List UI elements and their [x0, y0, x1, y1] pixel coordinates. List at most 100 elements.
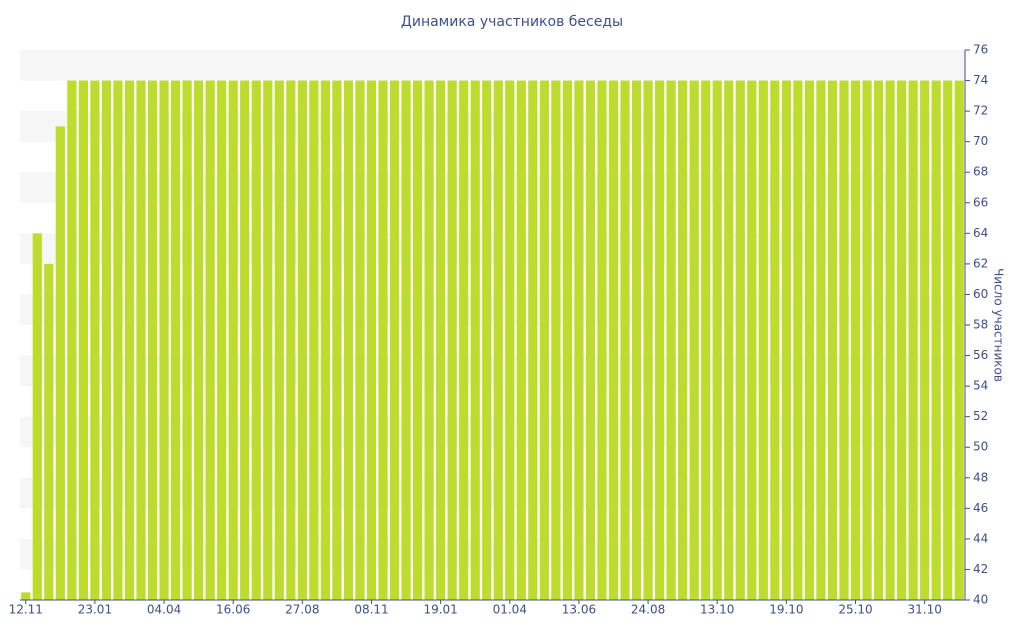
bar — [113, 80, 123, 601]
bar — [493, 80, 503, 601]
bar — [67, 80, 77, 601]
bar — [355, 80, 365, 601]
bar — [908, 80, 918, 601]
x-tick-label: 19.10 — [769, 603, 803, 617]
bar — [816, 80, 826, 601]
bar — [943, 80, 953, 601]
x-tick-label: 12.11 — [9, 603, 43, 617]
bar — [320, 80, 331, 601]
x-tick-label: 19.01 — [423, 603, 457, 617]
bar — [251, 80, 261, 601]
bar — [505, 80, 515, 601]
y-tick-label: 42 — [973, 562, 988, 576]
x-tick-label: 13.10 — [700, 603, 734, 617]
bar — [389, 80, 400, 601]
bar — [297, 80, 307, 601]
x-tick-label: 16.06 — [216, 603, 250, 617]
bar — [90, 80, 100, 601]
y-tick-label: 74 — [973, 73, 988, 87]
bar — [470, 80, 480, 601]
y-tick-label: 76 — [973, 43, 988, 57]
y-tick-label: 46 — [973, 501, 988, 515]
bar — [447, 80, 457, 601]
bar — [689, 80, 699, 601]
bar — [436, 80, 446, 601]
bar — [159, 80, 169, 601]
x-tick-label: 08.11 — [354, 603, 388, 617]
y-tick-label: 70 — [973, 134, 988, 148]
bar — [712, 80, 722, 601]
bar — [378, 80, 388, 601]
bar — [643, 80, 653, 601]
bar — [136, 80, 146, 601]
bar — [862, 80, 872, 601]
x-tick-label: 25.10 — [838, 603, 872, 617]
bar — [286, 80, 296, 601]
bar — [735, 80, 745, 601]
bar — [954, 80, 964, 601]
y-tick-label: 58 — [973, 318, 988, 332]
y-tick-label: 52 — [973, 409, 988, 423]
bar — [482, 80, 492, 601]
y-tick-label: 64 — [973, 226, 988, 240]
bar — [170, 80, 181, 601]
bar — [228, 80, 238, 601]
bar — [654, 80, 665, 601]
bar — [827, 80, 838, 601]
y-tick-label: 72 — [973, 104, 988, 118]
bar — [724, 80, 734, 601]
x-tick-label: 04.04 — [147, 603, 181, 617]
bar — [758, 80, 768, 601]
bar — [770, 80, 780, 601]
bar — [424, 80, 434, 601]
bar — [274, 80, 284, 601]
chart-title: Динамика участников беседы — [401, 14, 623, 30]
bar — [793, 80, 803, 601]
y-tick-label: 48 — [973, 470, 988, 484]
bar — [873, 80, 884, 601]
bar — [309, 80, 319, 601]
x-tick-label: 13.06 — [562, 603, 596, 617]
bar — [459, 80, 469, 601]
y-tick-label: 62 — [973, 256, 988, 270]
bar — [263, 80, 273, 601]
y-tick-label: 56 — [973, 348, 988, 362]
bar — [240, 80, 250, 601]
bar — [631, 80, 642, 601]
y-tick-label: 68 — [973, 165, 988, 179]
grid-band — [20, 50, 965, 81]
y-tick-label: 44 — [973, 531, 988, 545]
bar — [839, 80, 849, 601]
y-tick-label: 50 — [973, 440, 988, 454]
y-tick-label: 40 — [973, 593, 988, 607]
bar — [194, 80, 204, 601]
x-tick-label: 24.08 — [631, 603, 665, 617]
bar — [401, 80, 411, 601]
bar — [412, 80, 423, 601]
bar — [585, 80, 596, 601]
bar — [124, 80, 135, 601]
bar — [55, 126, 65, 600]
x-tick-label: 31.10 — [907, 603, 941, 617]
bar — [551, 80, 561, 601]
bar — [666, 80, 676, 601]
bar — [678, 80, 688, 601]
bar — [182, 80, 192, 601]
y-axis-label: Число участников — [992, 268, 1006, 382]
bar — [562, 80, 573, 601]
bar — [32, 233, 42, 601]
bar — [539, 80, 549, 601]
bar — [747, 80, 757, 601]
bar — [366, 80, 377, 601]
bar — [147, 80, 158, 601]
bar — [528, 80, 538, 601]
bar — [205, 80, 215, 601]
x-tick-label: 01.04 — [493, 603, 527, 617]
bar — [608, 80, 619, 601]
y-tick-label: 54 — [973, 379, 988, 393]
bar — [21, 592, 31, 600]
bar — [781, 80, 791, 601]
bar — [574, 80, 584, 601]
bar — [897, 80, 907, 601]
